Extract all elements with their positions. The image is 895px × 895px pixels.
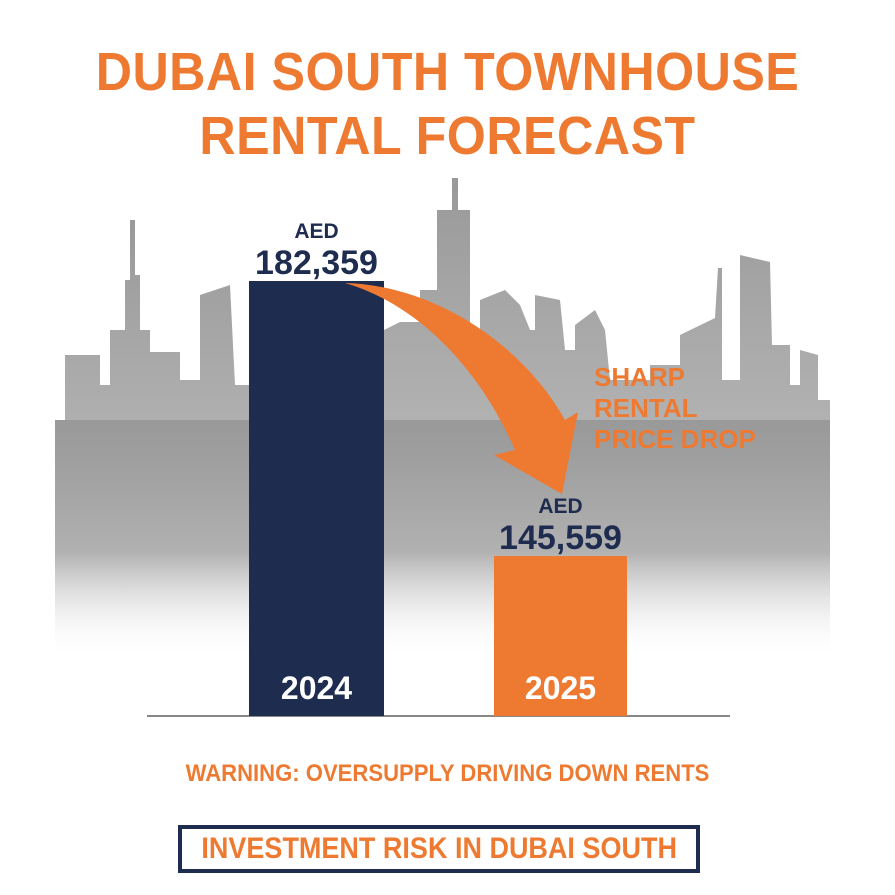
risk-banner: INVESTMENT RISK IN DUBAI SOUTH bbox=[178, 825, 700, 873]
value-2025: 145,559 bbox=[499, 519, 622, 557]
value-label-2025: AED 145,559 bbox=[494, 495, 627, 557]
value-label-2024: AED 182,359 bbox=[249, 220, 384, 282]
annotation-line: RENTAL bbox=[594, 393, 698, 423]
currency-label: AED bbox=[294, 220, 339, 243]
category-label-2024: 2024 bbox=[280, 670, 353, 706]
title-line-2: RENTAL FORECAST bbox=[199, 106, 696, 166]
risk-label: INVESTMENT RISK IN DUBAI SOUTH bbox=[201, 832, 677, 865]
bar-2024 bbox=[249, 281, 384, 716]
category-label-2025: 2025 bbox=[524, 670, 597, 706]
annotation-line: PRICE DROP bbox=[594, 424, 756, 454]
drop-annotation: SHARP RENTAL PRICE DROP bbox=[594, 362, 756, 455]
bar-2025 bbox=[494, 556, 627, 716]
title-line-1: DUBAI SOUTH TOWNHOUSE bbox=[95, 42, 800, 102]
skyline-background bbox=[55, 178, 830, 660]
annotation-line: SHARP bbox=[594, 362, 686, 392]
drop-arrow bbox=[345, 283, 578, 494]
warning-text: WARNING: OVERSUPPLY DRIVING DOWN RENTS bbox=[185, 760, 710, 787]
value-2024: 182,359 bbox=[255, 244, 378, 282]
currency-label: AED bbox=[538, 495, 583, 518]
